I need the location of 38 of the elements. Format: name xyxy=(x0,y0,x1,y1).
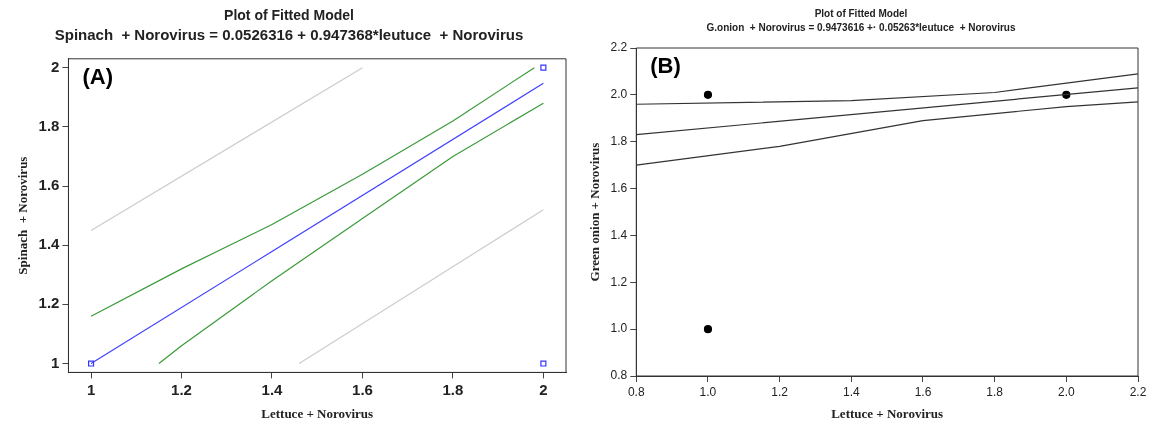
x-tick-label: 1.4 xyxy=(842,384,860,399)
x-tick-label: 1.4 xyxy=(261,380,284,398)
chart-subtitle: G.onion + Norovirus = 0.9473616 +· 0.05263*leutuce + Norovirus xyxy=(706,21,1016,33)
x-tick-label: 1.8 xyxy=(442,380,464,398)
x-tick-label: 1.0 xyxy=(699,384,717,399)
annotation: (B) xyxy=(650,53,681,79)
y-tick-label: 2.0 xyxy=(610,87,628,102)
y-tick-label: 1.2 xyxy=(38,294,60,312)
chart-title: Plot of Fitted Model xyxy=(814,7,908,19)
x-tick-label: 1.6 xyxy=(914,384,932,399)
x-tick-label: 1.2 xyxy=(771,384,789,399)
x-tick-label: 2.2 xyxy=(1129,384,1147,399)
x-tick-label: 2 xyxy=(539,380,548,398)
y-tick-label: 2.2 xyxy=(610,40,628,55)
y-axis-title: Spinach + Norovirus xyxy=(15,156,31,275)
y-tick-label: 1.4 xyxy=(610,227,628,242)
y-tick-label: 1.8 xyxy=(610,134,628,149)
x-tick-label: 1.2 xyxy=(171,380,192,398)
chart-title: Plot of Fitted Model xyxy=(224,7,354,24)
y-tick-label: 2 xyxy=(51,57,60,75)
x-tick-label: 2.0 xyxy=(1057,384,1075,399)
chart-subtitle: Spinach + Norovirus = 0.0526316 + 0.947368*leutuce + Norovirus xyxy=(54,25,524,43)
x-tick-label: 1 xyxy=(86,380,96,398)
x-tick-label: 1.8 xyxy=(986,384,1004,399)
x-axis-title: Lettuce + Norovirus xyxy=(831,405,944,421)
y-tick-label: 1.8 xyxy=(38,116,60,134)
x-axis-title: Lettuce + Norovirus xyxy=(261,405,374,421)
y-tick-label: 1.0 xyxy=(610,321,628,336)
y-tick-label: 0.8 xyxy=(610,368,628,383)
y-tick-label: 1.6 xyxy=(38,176,60,194)
x-tick-label: 0.8 xyxy=(627,384,645,399)
y-axis-title: Green onion + Norovirus xyxy=(587,142,603,282)
y-tick-label: 1 xyxy=(51,353,60,371)
y-tick-label: 1.4 xyxy=(38,235,61,253)
y-tick-label: 1.6 xyxy=(610,180,628,195)
x-tick-label: 1.6 xyxy=(352,380,373,398)
y-tick-label: 1.2 xyxy=(610,274,628,289)
annotation: (A) xyxy=(82,63,113,89)
